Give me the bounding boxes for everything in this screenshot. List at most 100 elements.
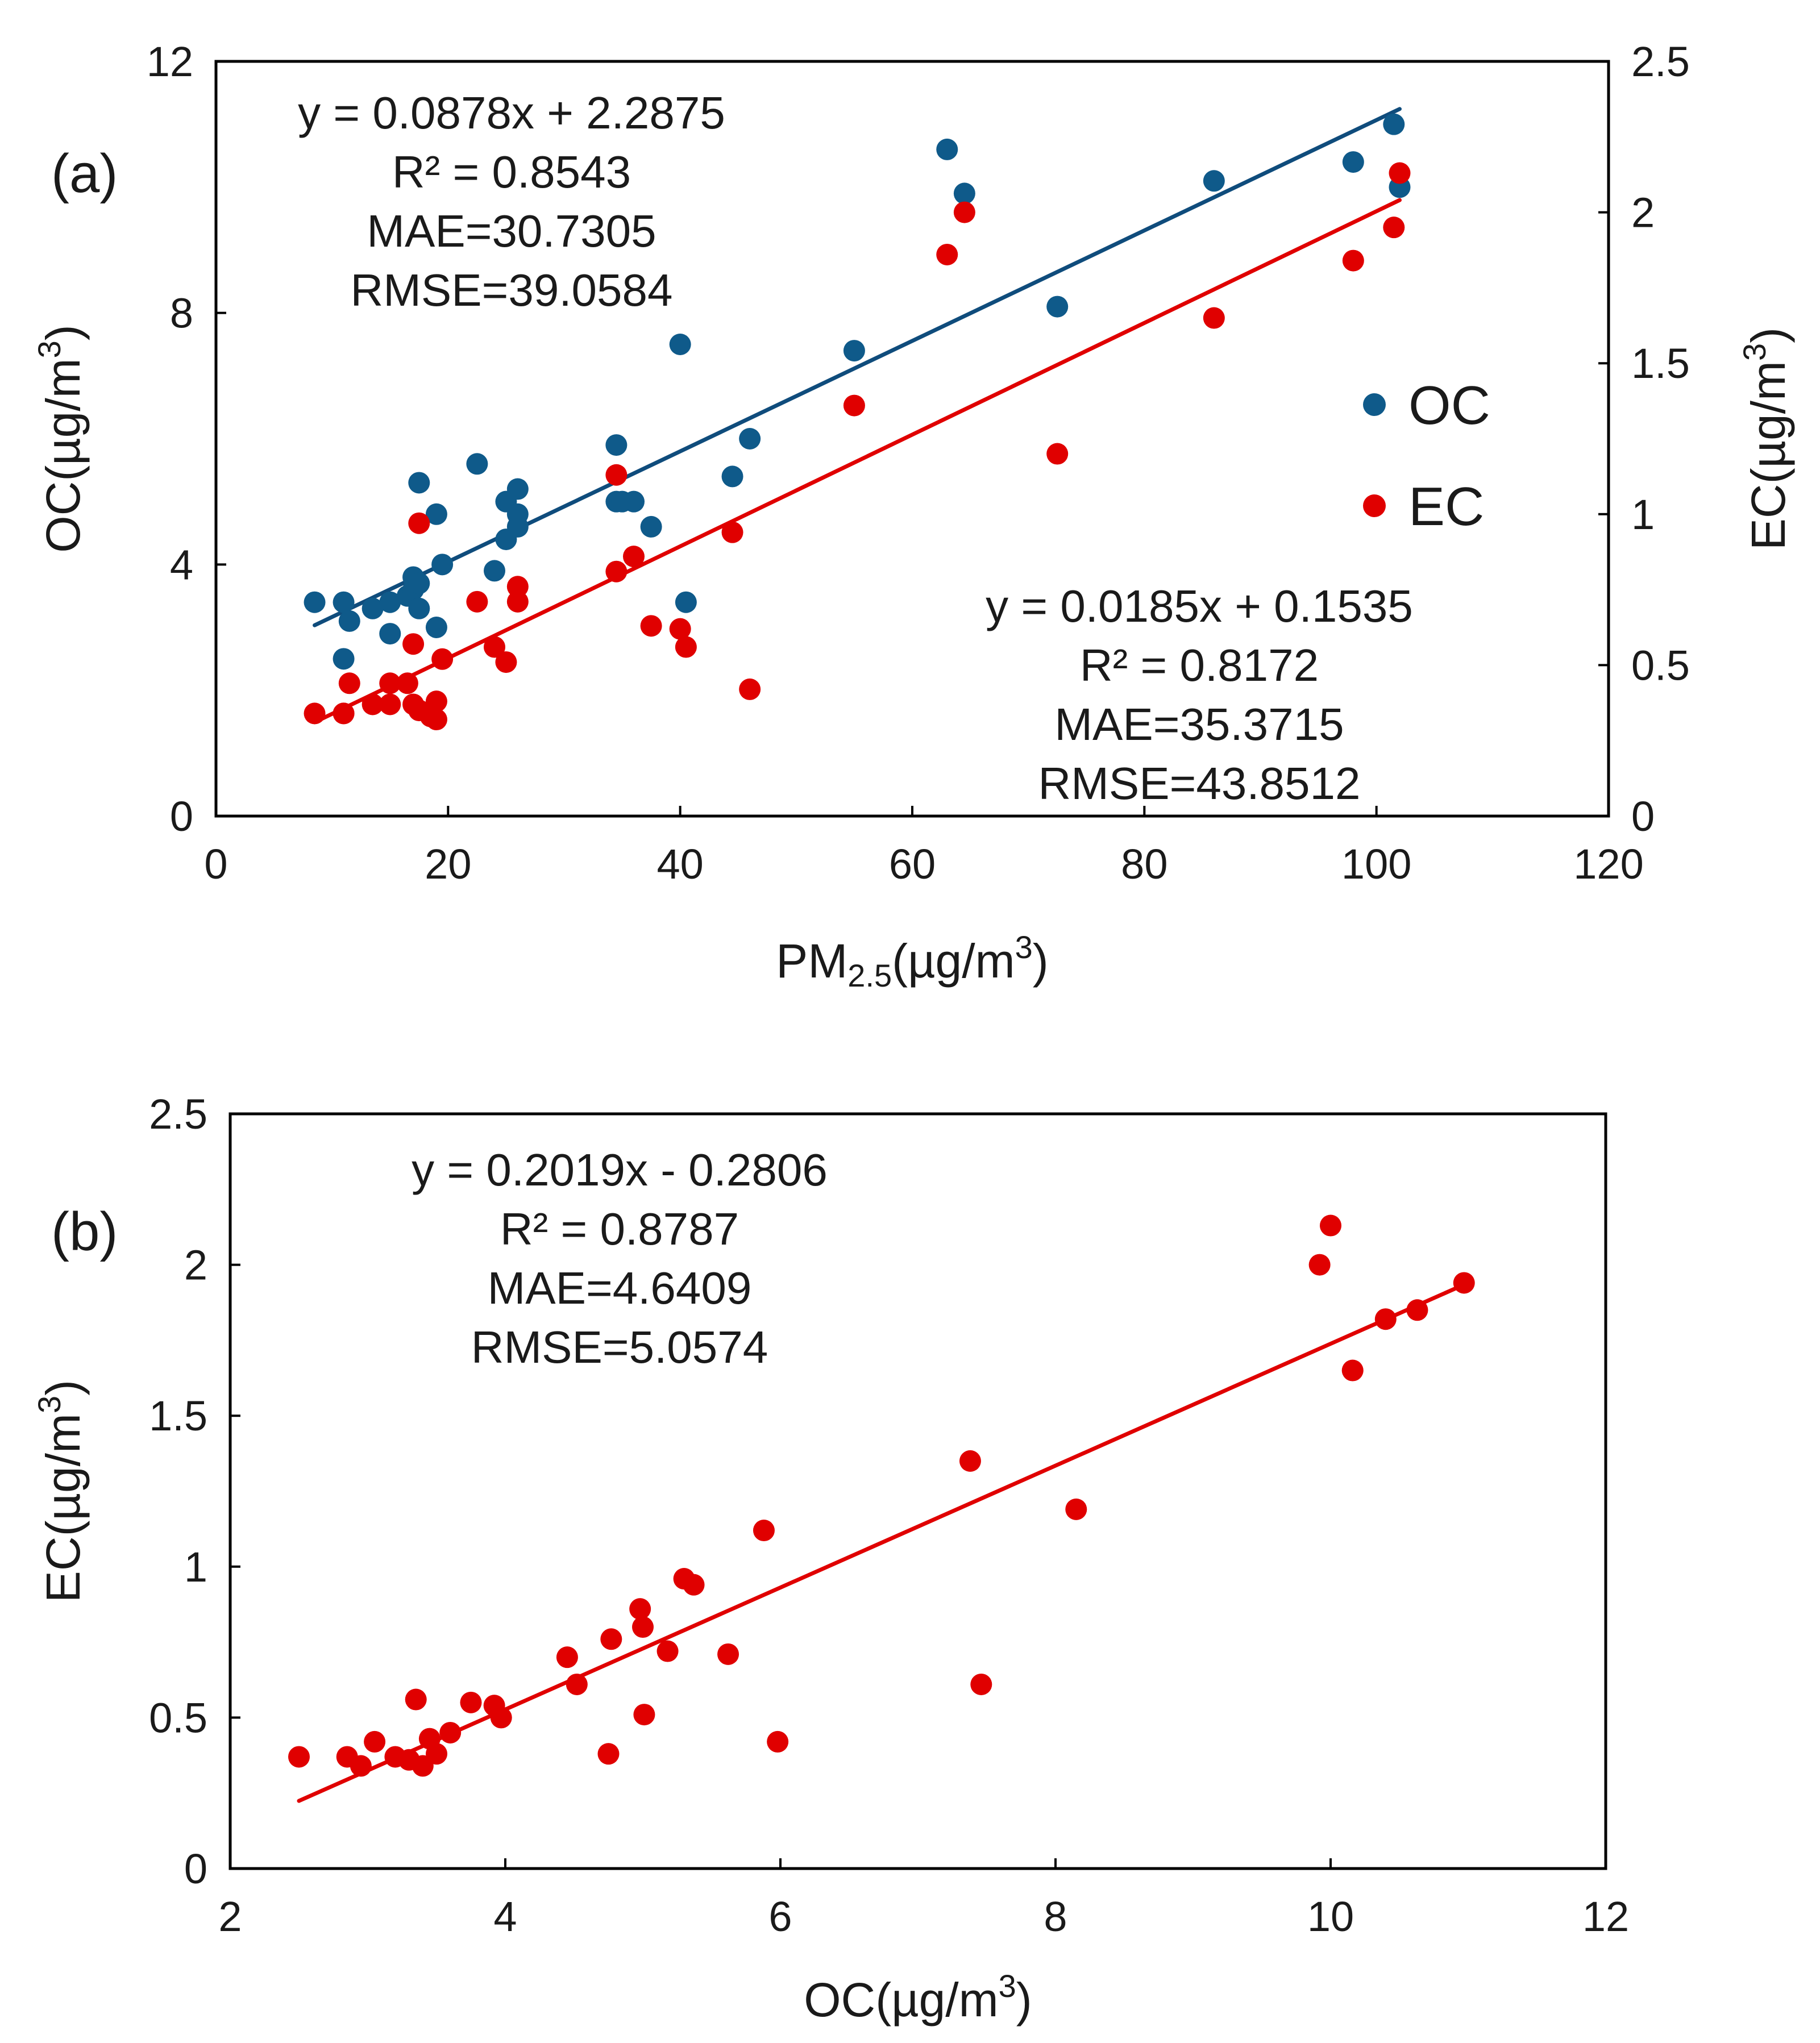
data-point-oc — [379, 591, 401, 613]
data-point-ec — [605, 464, 628, 486]
data-point-oc — [605, 434, 628, 456]
data-point-ec — [739, 678, 761, 700]
data-point-oc — [425, 503, 447, 525]
data-point-oc — [1383, 113, 1405, 135]
panel-a-left-y-axis-title: OC(µg/m3) — [31, 324, 90, 553]
data-point-ec — [439, 1721, 462, 1744]
y-tick-label: 0 — [184, 1845, 207, 1892]
y-tick-label: 1 — [184, 1543, 207, 1591]
legend-oc-label: OC — [1408, 375, 1490, 436]
data-point-oc — [506, 503, 529, 525]
data-point-ec — [953, 201, 975, 223]
data-point-ec — [361, 693, 384, 715]
data-point-oc — [1342, 151, 1364, 173]
data-point-ec — [338, 672, 360, 694]
data-point-ec — [640, 615, 662, 637]
data-point-oc — [408, 597, 430, 619]
data-point-oc — [843, 340, 865, 362]
data-point-ec — [431, 648, 454, 670]
data-point-ec — [379, 693, 401, 715]
data-point-oc — [408, 472, 430, 494]
data-point-ec — [556, 1646, 578, 1668]
data-point-ec — [1406, 1299, 1428, 1321]
trendline-ec — [313, 198, 1402, 725]
panel-b-chart: (b) 2 4 6 8 10 12 0 0.5 1 1.5 2 2.5 y = 0.2019x - … — [31, 1091, 1629, 2027]
x-tick-label: 6 — [768, 1893, 792, 1940]
legend-ec-label: EC — [1408, 476, 1484, 537]
data-point-ec — [843, 394, 865, 417]
data-point-ec — [959, 1450, 981, 1472]
data-point-ec — [683, 1574, 705, 1596]
data-point-ec — [333, 702, 355, 725]
data-point-oc — [721, 465, 743, 488]
data-point-oc — [466, 453, 488, 475]
panel-b-plot-frame — [228, 1112, 1607, 1870]
data-point-oc — [669, 334, 691, 355]
panel-a-label: (a) — [51, 143, 118, 204]
data-point-oc — [379, 623, 401, 645]
data-point-oc — [739, 428, 761, 450]
data-point-oc — [640, 515, 662, 538]
x-tick-label: 120 — [1573, 840, 1643, 888]
data-point-oc — [623, 490, 645, 513]
x-tick-label: 2 — [218, 1893, 242, 1940]
annotation-line: RMSE=5.0574 — [471, 1322, 768, 1372]
data-point-oc — [431, 554, 454, 576]
data-point-oc — [953, 182, 975, 205]
x-tick-label: 0 — [204, 840, 227, 888]
x-tick-label: 100 — [1341, 840, 1411, 888]
x-tick-label: 20 — [425, 840, 471, 888]
y-tick-label: 0 — [170, 793, 193, 840]
annotation-line: MAE=35.3715 — [1054, 699, 1344, 750]
data-point-ec — [675, 636, 697, 658]
panel-b-x-ticks: 2 4 6 8 10 12 — [218, 1858, 1629, 1940]
data-point-oc — [408, 572, 430, 594]
data-point-ec — [936, 243, 958, 265]
data-point-ec — [350, 1755, 372, 1777]
data-point-ec — [379, 672, 401, 694]
panel-a-right-y-ticks: 0 0.5 1 1.5 2 2.5 — [1598, 38, 1690, 840]
y-tick-label: 2.5 — [1631, 38, 1690, 85]
data-point-ec — [1389, 162, 1411, 184]
panel-b-points — [288, 1214, 1475, 1777]
data-point-ec — [753, 1520, 775, 1542]
data-point-ec — [623, 546, 645, 568]
data-point-oc — [425, 617, 447, 638]
data-point-ec — [566, 1673, 588, 1695]
data-point-oc — [333, 648, 355, 670]
data-point-oc — [304, 591, 326, 613]
x-tick-label: 12 — [1582, 1893, 1629, 1940]
panel-a-x-axis-title: PM2.5(µg/m3) — [776, 929, 1048, 993]
y-tick-label: 4 — [170, 541, 193, 588]
data-point-ec — [426, 1743, 447, 1765]
y-tick-label: 12 — [147, 38, 193, 85]
data-point-ec — [425, 690, 447, 713]
y-tick-label: 0.5 — [149, 1694, 207, 1741]
annotation-line: RMSE=43.8512 — [1038, 758, 1360, 809]
y-tick-label: 1.5 — [149, 1392, 207, 1439]
x-tick-label: 8 — [1044, 1893, 1067, 1940]
panel-b-x-axis-title: OC(µg/m3) — [804, 1968, 1032, 2027]
data-point-ec — [1341, 1359, 1364, 1382]
panel-a-points — [304, 113, 1411, 731]
data-point-ec — [767, 1730, 789, 1753]
data-point-ec — [669, 618, 691, 640]
data-point-ec — [1203, 307, 1225, 329]
data-point-ec — [1046, 443, 1069, 465]
data-point-ec — [506, 576, 529, 598]
x-tick-label: 40 — [657, 840, 704, 888]
data-point-ec — [364, 1730, 386, 1753]
x-tick-label: 4 — [493, 1893, 517, 1940]
legend-ec-marker — [1363, 494, 1386, 517]
data-point-ec — [1065, 1498, 1087, 1520]
data-point-ec — [632, 1616, 654, 1638]
data-point-ec — [396, 672, 418, 694]
annotation-line: MAE=30.7305 — [367, 206, 656, 256]
data-point-ec — [402, 633, 425, 655]
data-point-ec — [408, 512, 430, 534]
y-tick-label: 0 — [1631, 793, 1655, 840]
y-tick-label: 8 — [170, 290, 193, 337]
data-point-ec — [506, 590, 529, 613]
x-tick-label: 10 — [1307, 1893, 1354, 1940]
data-point-ec — [466, 590, 488, 613]
